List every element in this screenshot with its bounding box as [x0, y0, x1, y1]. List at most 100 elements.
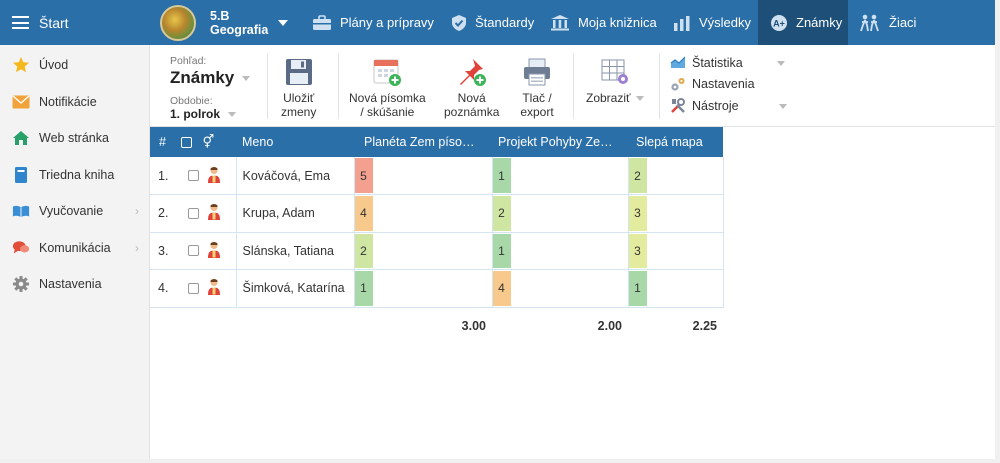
start-menu-button[interactable]: Štart: [0, 0, 150, 45]
new-note-button[interactable]: Nová poznámka: [444, 55, 499, 119]
svg-text:A+: A+: [773, 18, 785, 28]
nav-library[interactable]: Moja knižnica: [550, 0, 657, 45]
grade-cell[interactable]: 1: [628, 269, 724, 308]
grade-badge[interactable]: 2: [628, 158, 647, 193]
student-name[interactable]: Krupa, Adam: [236, 194, 355, 233]
grade-badge[interactable]: 4: [354, 196, 373, 231]
nav-grades[interactable]: A+ Známky: [758, 0, 848, 45]
show-label: Zobraziť: [586, 91, 631, 105]
sidebar-item-label: Web stránka: [39, 131, 109, 146]
row-checkbox[interactable]: [188, 282, 199, 294]
grade-badge[interactable]: 2: [354, 233, 373, 268]
bar-chart-icon: [673, 15, 691, 31]
col-header-grade-1[interactable]: Planéta Zem píso…: [354, 127, 492, 157]
sidebar: Úvod Notifikácie Web stránka Triedna kni…: [0, 45, 150, 459]
class-selector[interactable]: 5.B Geografia: [160, 3, 289, 43]
grades-table: # ⚥ Meno Planéta Zem píso… Projekt Pohyb…: [150, 127, 724, 345]
grade-cell[interactable]: 1: [354, 269, 493, 308]
student-name[interactable]: Šimková, Katarína: [236, 269, 355, 308]
grade-cell[interactable]: 3: [628, 194, 724, 233]
nav-students[interactable]: Žiaci: [859, 0, 916, 45]
settings-menu[interactable]: Nastavenia: [670, 76, 755, 92]
grade-cell[interactable]: 2: [492, 194, 629, 233]
save-l1: Uložiť: [283, 91, 315, 105]
grade-cell[interactable]: 5: [354, 157, 493, 195]
col-header-name[interactable]: Meno: [236, 127, 354, 157]
col-header-grade-3[interactable]: Slepá mapa: [628, 127, 723, 157]
nav-library-label: Moja knižnica: [578, 15, 657, 30]
calendar-add-icon: [370, 55, 404, 89]
grade-badge[interactable]: 3: [628, 196, 647, 231]
view-caption: Pohľad:: [170, 55, 207, 67]
student-name[interactable]: Kováčová, Ema: [236, 157, 355, 195]
show-dropdown[interactable]: Zobraziť: [586, 55, 644, 105]
sidebar-item-intro[interactable]: Úvod: [0, 47, 149, 84]
col-header-grade-2[interactable]: Projekt Pohyby Ze…: [492, 127, 628, 157]
row-checkbox[interactable]: [188, 170, 199, 181]
settings-label: Nastavenia: [692, 77, 755, 91]
class-code: 5.B: [210, 9, 230, 23]
student-icon: [207, 166, 221, 186]
statistics-menu[interactable]: Štatistika: [670, 55, 785, 71]
floppy-disk-icon: [282, 55, 316, 89]
chevron-down-icon: [635, 95, 644, 101]
grade-badge[interactable]: 1: [628, 271, 647, 306]
new-test-button[interactable]: Nová písomka / skúšanie: [349, 55, 426, 119]
nav-results[interactable]: Výsledky: [673, 0, 751, 45]
new-note-l2: poznámka: [444, 105, 500, 119]
grade-cell[interactable]: 2: [354, 232, 493, 270]
hamburger-icon: [12, 16, 29, 29]
sidebar-item-notifications[interactable]: Notifikácie: [0, 84, 149, 121]
period-value: 1. polrok: [170, 107, 221, 121]
grade-cell[interactable]: 1: [492, 157, 629, 195]
envelope-icon: [12, 93, 30, 111]
grade-badge[interactable]: 5: [354, 158, 373, 193]
grade-badge[interactable]: 1: [492, 233, 511, 268]
grade-badge[interactable]: 2: [492, 196, 511, 231]
grade-cell[interactable]: 4: [492, 269, 629, 308]
new-note-l1: Nová: [457, 91, 486, 105]
print-export-button[interactable]: Tlač / export: [520, 55, 554, 119]
sidebar-item-label: Vyučovanie: [39, 204, 104, 219]
sidebar-item-website[interactable]: Web stránka: [0, 120, 149, 157]
nav-standards-label: Štandardy: [475, 15, 535, 30]
averages-row: 3.00 2.00 2.25: [150, 307, 723, 345]
start-label: Štart: [39, 14, 69, 31]
chevron-down-icon: [278, 20, 289, 26]
grade-badge[interactable]: 4: [492, 271, 511, 306]
grade-cell[interactable]: 2: [628, 157, 724, 195]
sidebar-item-classbook[interactable]: Triedna kniha: [0, 157, 149, 194]
nav-plans[interactable]: Plány a prípravy: [312, 0, 434, 45]
grade-cell[interactable]: 1: [492, 232, 629, 270]
sidebar-item-teaching[interactable]: Vyučovanie ›: [0, 193, 149, 230]
print-l1: Tlač /: [522, 91, 552, 105]
table-row: 2. Krupa, Adam 4 2 3: [150, 194, 724, 233]
sidebar-item-label: Notifikácie: [39, 94, 97, 109]
student-name[interactable]: Slánska, Tatiana: [236, 232, 355, 270]
grade-badge[interactable]: 3: [628, 233, 647, 268]
student-icon: [207, 278, 221, 298]
sidebar-item-settings[interactable]: Nastavenia: [0, 266, 149, 303]
chevron-down-icon: [776, 60, 785, 66]
tools-menu[interactable]: Nástroje: [670, 98, 787, 114]
view-selector[interactable]: Pohľad: Známky Obdobie: 1. polrok: [170, 55, 251, 121]
period-selector[interactable]: 1. polrok: [170, 107, 250, 121]
row-checkbox[interactable]: [188, 245, 199, 257]
row-checkbox[interactable]: [188, 207, 199, 219]
area-chart-icon: [670, 55, 686, 71]
row-number: 4.: [150, 269, 175, 308]
select-all-checkbox[interactable]: [181, 137, 192, 149]
sidebar-item-communication[interactable]: Komunikácia ›: [0, 230, 149, 267]
grade-cell[interactable]: 3: [628, 232, 724, 270]
gender-icon: ⚥: [202, 134, 215, 149]
row-number: 1.: [150, 157, 175, 195]
grade-cell[interactable]: 4: [354, 194, 493, 233]
chevron-down-icon: [228, 111, 237, 117]
grid-settings-icon: [598, 55, 632, 89]
grade-badge[interactable]: 1: [354, 271, 373, 306]
grade-badge[interactable]: 1: [492, 158, 511, 193]
save-button[interactable]: Uložiť zmeny: [281, 55, 316, 119]
nav-results-label: Výsledky: [699, 15, 752, 30]
nav-standards[interactable]: Štandardy: [451, 0, 534, 45]
pushpin-add-icon: [455, 55, 489, 89]
